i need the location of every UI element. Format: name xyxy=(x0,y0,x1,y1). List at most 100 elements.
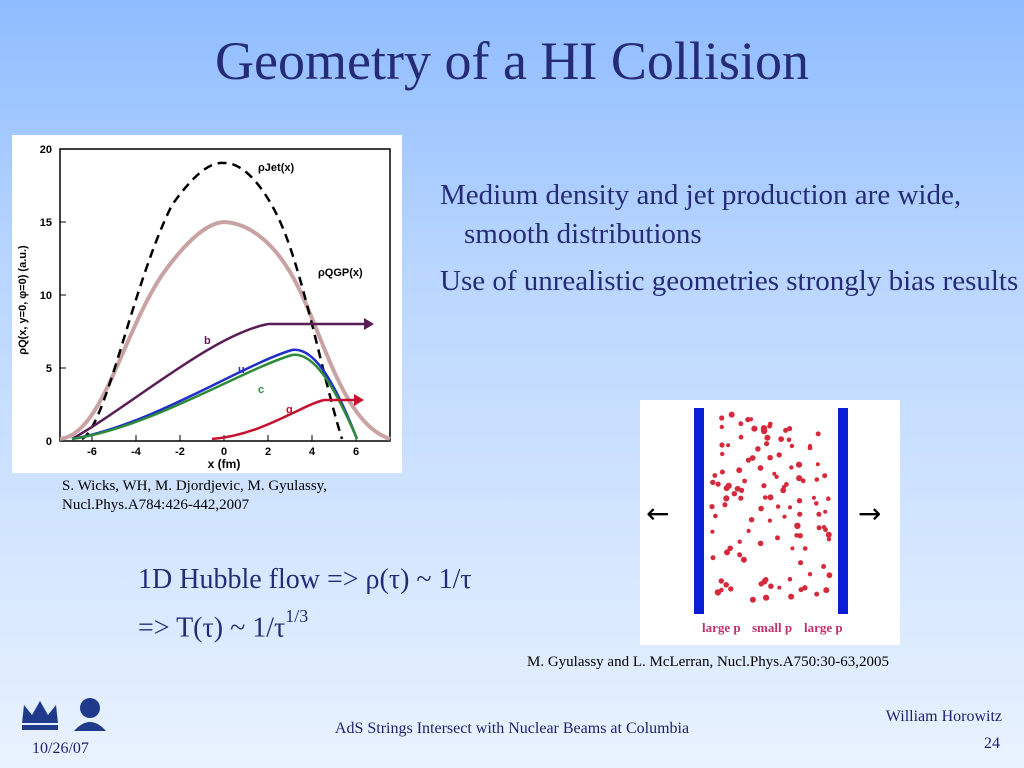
particle-dot xyxy=(822,473,828,479)
particle-dot xyxy=(715,481,721,487)
particle-dot xyxy=(775,535,780,541)
particle-dot xyxy=(748,417,754,422)
particle-dot xyxy=(758,581,764,587)
particle-dot xyxy=(720,451,725,457)
label-large-p-left: large p xyxy=(702,620,741,635)
slide-title: Geometry of a HI Collision xyxy=(215,31,809,91)
u-quark-curve xyxy=(71,348,359,441)
citation-right: M. Gyulassy and L. McLerran, Nucl.Phys.A… xyxy=(527,654,890,670)
particle-dot xyxy=(816,511,822,517)
particle-dot xyxy=(709,504,715,510)
particle-dot xyxy=(821,564,827,569)
particle-dot xyxy=(814,591,820,597)
particle-dot xyxy=(825,531,832,538)
particle-dot xyxy=(797,511,803,517)
columbia-logos xyxy=(22,698,106,731)
particle-dot xyxy=(728,586,734,592)
particle-dot xyxy=(768,583,774,589)
jet-density-curve xyxy=(81,161,344,441)
particle-dot xyxy=(767,518,772,523)
particle-dot xyxy=(745,457,751,463)
particle-dot xyxy=(807,445,813,451)
particle-dot xyxy=(788,593,795,600)
x-tick: 0 xyxy=(221,446,227,458)
label-small-p: small p xyxy=(752,620,792,635)
particle-dot xyxy=(787,576,793,582)
jet-label: ρJet(x) xyxy=(258,162,294,174)
particle-dot xyxy=(758,505,764,512)
particle-dot xyxy=(738,495,744,501)
particle-dot xyxy=(719,442,725,448)
crown-icon xyxy=(22,701,58,730)
particle-dot xyxy=(726,443,731,448)
particle-dot xyxy=(712,473,718,478)
particle-dot xyxy=(738,434,744,440)
particle-dot xyxy=(774,474,779,479)
particle-dot xyxy=(713,513,718,519)
y-axis-label: ρQ(x, y=0, φ=0) (a.u.) xyxy=(17,245,29,355)
particle-dot xyxy=(797,533,803,539)
particle-dot xyxy=(718,578,724,584)
label-large-p-right: large p xyxy=(804,620,843,635)
particle-dot xyxy=(764,441,770,447)
y-tick: 20 xyxy=(40,144,52,156)
particle-dot xyxy=(767,454,773,461)
b-label: b xyxy=(204,335,211,347)
particle-dot xyxy=(776,452,782,458)
particle-dot xyxy=(725,482,732,489)
b-arrowhead-icon xyxy=(364,318,374,330)
gluon-curve xyxy=(211,398,325,441)
particle-dot xyxy=(826,572,833,579)
page-number: 24 xyxy=(984,735,1000,752)
particle-dot xyxy=(757,465,764,471)
particle-dot xyxy=(748,517,755,523)
particle-dot xyxy=(737,539,742,544)
particle-dot xyxy=(826,496,831,501)
particle-dot xyxy=(738,421,744,427)
particle-dot xyxy=(723,582,729,588)
particle-dot xyxy=(761,483,767,489)
u-label: u xyxy=(238,364,245,376)
particle-dot xyxy=(719,424,724,430)
bullet-item: Use of unrealistic geometries strongly b… xyxy=(440,265,1019,297)
particle-dot xyxy=(719,415,725,421)
particle-dot xyxy=(724,549,730,556)
particle-dot xyxy=(762,495,768,500)
particle-dot xyxy=(719,587,724,593)
footer-title: AdS Strings Intersect with Nuclear Beams… xyxy=(334,720,690,737)
particle-dot xyxy=(823,509,828,514)
right-arrow-icon: → xyxy=(858,497,881,530)
particle-dot xyxy=(775,504,781,509)
hubble-flow-diagram: ← → large p small p large p xyxy=(640,400,900,645)
author-name: William Horowitz xyxy=(885,708,1002,725)
y-tick: 15 xyxy=(40,217,52,229)
x-tick: -6 xyxy=(87,446,97,458)
particle-dot xyxy=(787,505,793,510)
particle-dot xyxy=(814,477,820,482)
particle-dot xyxy=(784,482,789,487)
particle-dot xyxy=(794,533,799,538)
particle-dot xyxy=(814,501,819,506)
particle-dot xyxy=(755,446,761,452)
particle-dot xyxy=(746,528,751,533)
x-axis-label: x (fm) xyxy=(208,457,241,471)
particle-dot xyxy=(710,479,716,486)
particle-dot xyxy=(823,587,830,594)
particle-dot xyxy=(723,495,730,502)
x-tick: -2 xyxy=(175,446,185,458)
particle-dot xyxy=(789,465,794,470)
hubble-flow-line: 1D Hubble flow => ρ(τ) ~ 1/τ xyxy=(138,564,472,595)
particle-dot xyxy=(821,525,827,530)
g-arrowhead-icon xyxy=(354,394,364,406)
temperature-text: => T(τ) ~ 1/τ xyxy=(138,612,286,644)
particle-dot xyxy=(786,437,792,443)
particle-dot xyxy=(722,502,728,508)
particle-dot xyxy=(749,596,756,603)
g-label: g xyxy=(286,404,293,416)
particle-dot xyxy=(767,494,774,501)
particle-dot xyxy=(719,469,725,475)
right-wall xyxy=(838,408,848,614)
particle-dots xyxy=(709,411,833,603)
particle-dot xyxy=(798,560,804,566)
particle-dot xyxy=(802,585,808,591)
